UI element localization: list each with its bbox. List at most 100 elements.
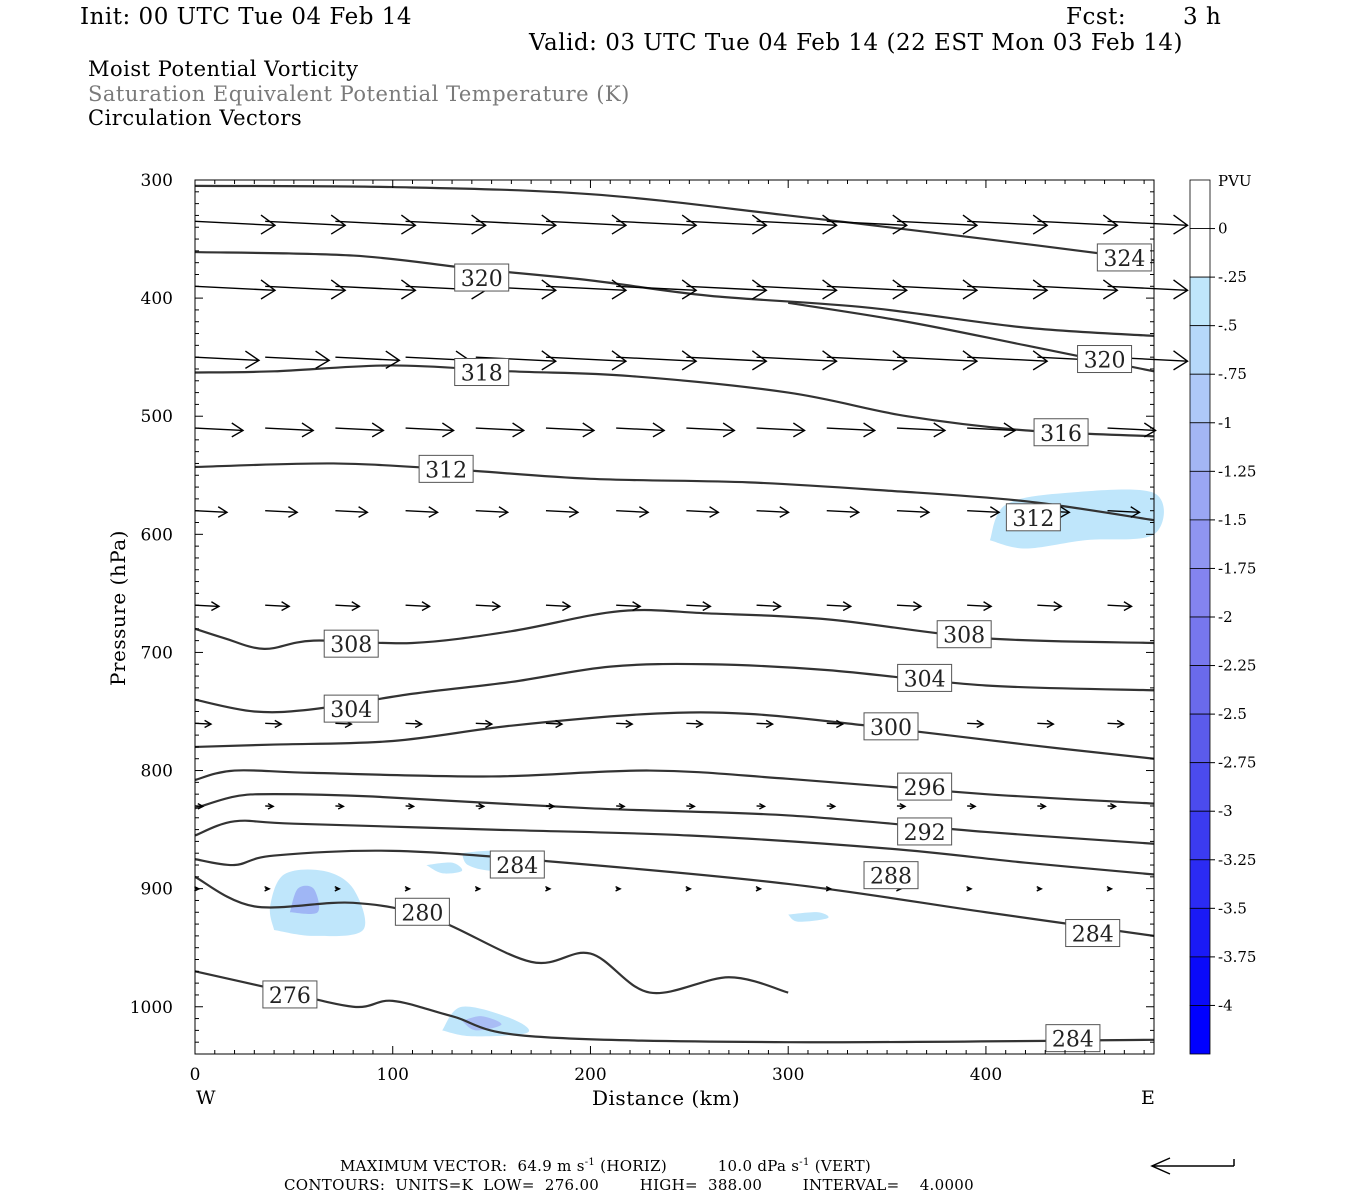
colorbar-label: -2	[1218, 608, 1233, 626]
vector-head	[976, 719, 985, 729]
colorbar-label: -2.25	[1218, 657, 1256, 675]
vector-1-6	[616, 279, 698, 300]
colorbar-label: -1.5	[1218, 511, 1247, 529]
vector-3-8	[756, 422, 806, 438]
vector-head	[1039, 803, 1047, 810]
vector-head	[197, 803, 205, 810]
vector-head	[548, 803, 556, 810]
y-tick-label: 400	[141, 289, 173, 309]
contour-label-box	[897, 772, 953, 801]
contour-label-284-1: 284	[1065, 919, 1121, 948]
x-end-label-left: W	[196, 1087, 216, 1109]
contour-288-11	[194, 819, 1155, 876]
x-end-label-right: E	[1141, 1087, 1155, 1109]
contour-label-312-0: 312	[418, 454, 474, 483]
vector-8-11	[966, 885, 973, 892]
vector-2-1	[265, 350, 331, 370]
vector-head	[822, 350, 838, 371]
vector-shaft	[826, 510, 859, 514]
vector-head	[471, 214, 487, 235]
vector-3-5	[545, 422, 596, 438]
vector-2-11	[967, 350, 1049, 371]
vector-head	[217, 506, 229, 518]
vector-3-7	[686, 422, 736, 438]
vector-1-5	[545, 279, 628, 300]
vector-head	[611, 279, 628, 300]
contour-label-box	[489, 850, 545, 879]
contour-label-box	[936, 620, 992, 649]
vector-shaft	[826, 285, 907, 291]
vector-head	[1143, 422, 1157, 438]
vector-head	[892, 279, 909, 300]
vector-shaft	[967, 510, 1000, 514]
colorbar-swatch-11	[1189, 713, 1211, 764]
contour-label-box	[1096, 243, 1152, 272]
vector-head	[751, 279, 768, 300]
contour-label-text: 316	[1040, 422, 1082, 447]
vector-head	[1032, 279, 1049, 300]
colorbar-swatch-6	[1189, 470, 1211, 521]
contour-318-3	[194, 364, 1155, 438]
contour-label-box	[1077, 345, 1133, 374]
vector-shaft	[896, 604, 921, 608]
vector-shaft	[967, 427, 1016, 432]
vector-head	[568, 506, 580, 518]
vector-shaft	[405, 510, 438, 514]
field-title-thetae: Saturation Equivalent Potential Temperat…	[88, 82, 630, 106]
vector-head	[836, 719, 845, 729]
vector-shaft	[335, 510, 368, 514]
vector-shaft	[335, 356, 400, 362]
vector-head	[695, 719, 704, 729]
contour-label-304-1: 304	[897, 663, 953, 692]
contour-label-284-2: 284	[1045, 1024, 1101, 1053]
vector-shaft	[194, 427, 244, 432]
contour-label-text: 288	[870, 865, 912, 890]
vector-shaft	[265, 510, 298, 514]
vector-shaft	[686, 722, 703, 725]
vector-1-11	[967, 279, 1049, 300]
mpv-shade-3	[426, 862, 463, 874]
vector-8-5	[545, 885, 552, 892]
colorbar-swatch-15	[1189, 907, 1211, 958]
vector-4-5	[545, 506, 580, 518]
colorbar-label: 0	[1218, 220, 1228, 238]
vector-7-6	[616, 803, 626, 810]
vector-head	[562, 601, 572, 612]
vector-shaft	[616, 356, 697, 362]
vector-head	[1053, 601, 1063, 612]
vector-head	[688, 803, 696, 810]
vector-head	[702, 601, 712, 612]
vector-head	[611, 214, 628, 235]
contour-label-308-1: 308	[936, 620, 992, 649]
vector-5-5	[545, 601, 572, 612]
vector-shaft	[194, 510, 228, 514]
init-time: Init: 00 UTC Tue 04 Feb 14	[80, 4, 413, 30]
vector-head	[264, 885, 271, 892]
x-tick-label: 300	[772, 1065, 804, 1085]
vector-shaft	[405, 220, 486, 227]
x-tick-label: 200	[574, 1065, 606, 1085]
contour-label-text: 318	[461, 362, 503, 387]
vector-shaft	[265, 722, 282, 725]
vector-shaft	[826, 722, 843, 725]
vector-head	[358, 506, 369, 518]
vector-shaft	[686, 356, 767, 362]
vector-7-2	[335, 803, 345, 810]
contour-308-6	[194, 608, 1155, 650]
vector-shaft	[265, 427, 314, 432]
vector-head	[1106, 885, 1114, 892]
vector-head	[1123, 601, 1133, 612]
vector-6-0	[194, 719, 213, 729]
colorbar-swatch-0	[1189, 179, 1211, 229]
x-axis-title: Distance (km)	[592, 1086, 741, 1110]
vector-6-6	[616, 719, 634, 729]
vector-shaft	[1037, 722, 1054, 725]
vector-head	[330, 279, 347, 300]
contour-label-box	[1065, 919, 1121, 948]
vector-2-0	[194, 350, 261, 370]
vector-6-13	[1107, 719, 1125, 729]
vector-6-4	[475, 719, 494, 729]
vector-head	[474, 885, 482, 892]
horiz-tag: (HORIZ)	[600, 1157, 667, 1175]
vector-shaft	[545, 722, 563, 725]
